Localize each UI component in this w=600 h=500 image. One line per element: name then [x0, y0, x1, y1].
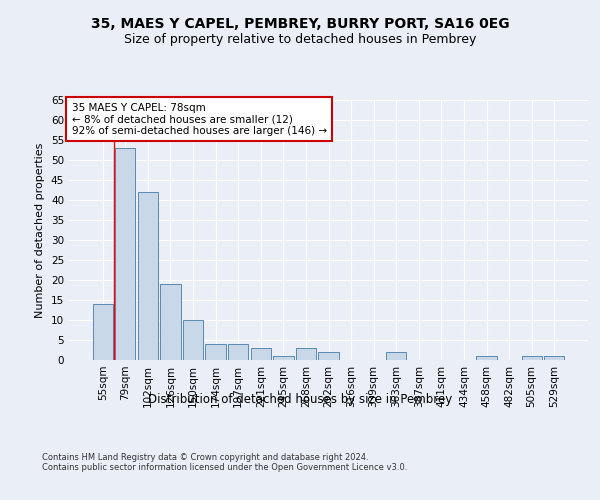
Text: 35 MAES Y CAPEL: 78sqm
← 8% of detached houses are smaller (12)
92% of semi-deta: 35 MAES Y CAPEL: 78sqm ← 8% of detached …: [71, 102, 327, 136]
Bar: [138, 192, 158, 360]
Bar: [115, 148, 136, 360]
Bar: [296, 348, 316, 360]
Bar: [386, 352, 406, 360]
Text: Distribution of detached houses by size in Pembrey: Distribution of detached houses by size …: [148, 392, 452, 406]
Bar: [228, 344, 248, 360]
Text: Size of property relative to detached houses in Pembrey: Size of property relative to detached ho…: [124, 32, 476, 46]
Bar: [251, 348, 271, 360]
Y-axis label: Number of detached properties: Number of detached properties: [35, 142, 46, 318]
Bar: [183, 320, 203, 360]
Bar: [319, 352, 338, 360]
Bar: [521, 356, 542, 360]
Bar: [544, 356, 565, 360]
Text: 35, MAES Y CAPEL, PEMBREY, BURRY PORT, SA16 0EG: 35, MAES Y CAPEL, PEMBREY, BURRY PORT, S…: [91, 18, 509, 32]
Bar: [160, 284, 181, 360]
Bar: [92, 304, 113, 360]
Text: Contains HM Land Registry data © Crown copyright and database right 2024.
Contai: Contains HM Land Registry data © Crown c…: [42, 452, 407, 472]
Bar: [476, 356, 497, 360]
Bar: [205, 344, 226, 360]
Bar: [273, 356, 293, 360]
